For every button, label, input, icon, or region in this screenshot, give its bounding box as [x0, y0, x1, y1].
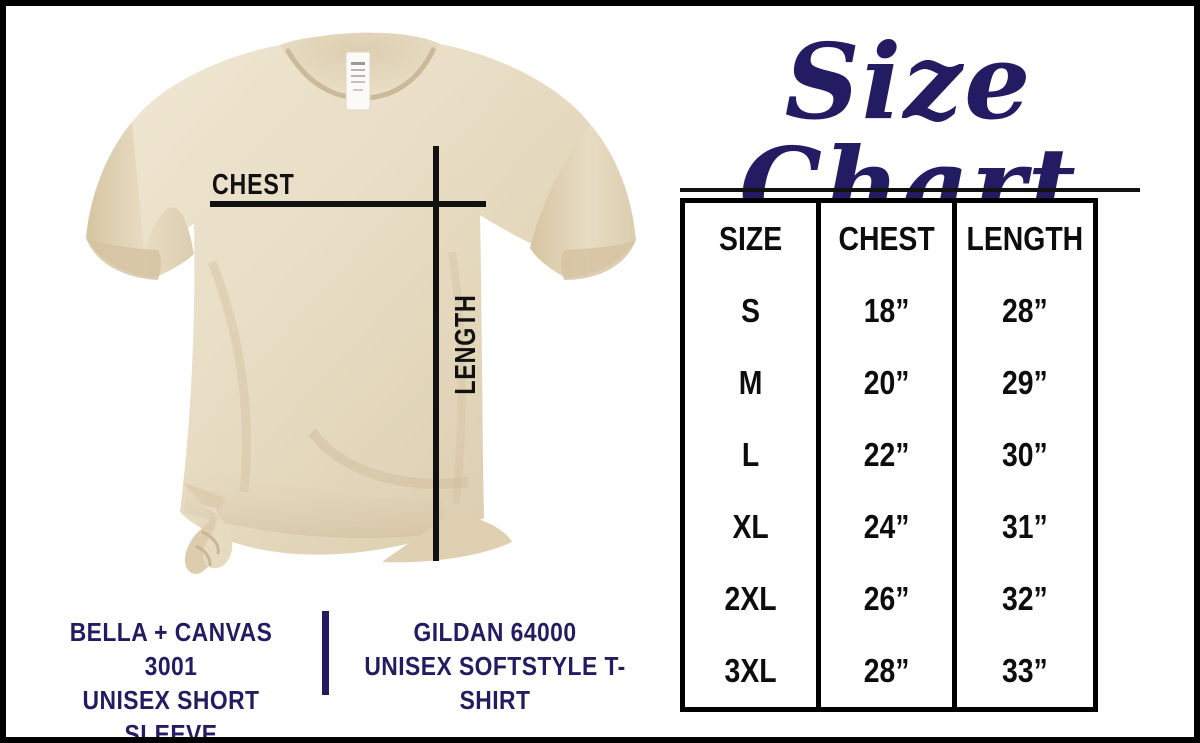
table-column-size: SIZE S M L XL 2XL 3XL [685, 203, 816, 707]
length-measure-label: LENGTH [450, 294, 483, 395]
caption-bella-canvas: BELLA + CANVAS 3001 UNISEX SHORT SLEEVE [43, 615, 298, 743]
tshirt-brand-tag [345, 51, 371, 111]
tshirt-sleeve-left-cuff [86, 238, 161, 280]
tshirt-svg [86, 32, 636, 574]
table-row: 31” [1002, 508, 1049, 545]
table-header-length: LENGTH [966, 220, 1084, 257]
tshirt-sleeve-left [86, 122, 194, 278]
table-row: 22” [863, 436, 910, 473]
table-row: 28” [1002, 292, 1049, 329]
caption-gildan: GILDAN 64000 UNISEX SOFTSTYLE T-SHIRT [360, 615, 629, 717]
table-row: L [741, 436, 760, 473]
tshirt-fold-3 [308, 428, 469, 489]
tshirt-body [132, 44, 590, 555]
table-row: XL [732, 508, 769, 545]
tshirt-knot [182, 482, 233, 574]
tshirt-illustration: CHEST LENGTH [12, 12, 652, 612]
size-table: SIZE S M L XL 2XL 3XL CHEST 18” 20” 22” … [680, 198, 1098, 712]
title-underline [680, 188, 1140, 192]
table-column-chest: CHEST 18” 20” 22” 24” 26” 28” [816, 203, 952, 707]
chest-measure-line [210, 201, 486, 207]
table-row: 2XL [724, 580, 777, 617]
table-row: 32” [1002, 580, 1049, 617]
table-row: 3XL [724, 652, 777, 689]
table-row: 28” [863, 652, 910, 689]
table-header-chest: CHEST [838, 220, 935, 257]
caption-bella-canvas-line2: UNISEX SHORT SLEEVE [82, 685, 260, 743]
table-row: M [738, 364, 763, 401]
caption-bella-canvas-line1: BELLA + CANVAS 3001 [69, 617, 273, 681]
table-row: S [741, 292, 761, 329]
chart-panel: Size Chart SIZE S M L XL 2XL 3XL CHEST 1… [636, 16, 1194, 716]
caption-divider [322, 611, 329, 695]
tshirt-hem-flare [382, 512, 512, 563]
table-row: 30” [1002, 436, 1049, 473]
product-captions: BELLA + CANVAS 3001 UNISEX SHORT SLEEVE … [12, 611, 658, 737]
tshirt-sleeve-right-cuff [561, 240, 636, 280]
tshirt-fold-1 [207, 260, 251, 493]
table-row: 26” [863, 580, 910, 617]
table-row: 18” [863, 292, 910, 329]
caption-gildan-line2: UNISEX SOFTSTYLE T-SHIRT [364, 651, 626, 715]
tshirt-hem-shadow [184, 452, 452, 539]
table-row: 33” [1002, 652, 1049, 689]
chest-measure-label: CHEST [212, 169, 295, 201]
length-measure-line [433, 146, 439, 561]
table-row: 20” [863, 364, 910, 401]
table-header-size: SIZE [719, 220, 783, 257]
tshirt-fold-2 [448, 251, 466, 505]
table-row: 29” [1002, 364, 1049, 401]
table-column-length: LENGTH 28” 29” 30” 31” 32” 33” [952, 203, 1093, 707]
tshirt-sleeve-right [530, 124, 636, 278]
caption-gildan-line1: GILDAN 64000 [413, 617, 577, 647]
table-row: 24” [863, 508, 910, 545]
